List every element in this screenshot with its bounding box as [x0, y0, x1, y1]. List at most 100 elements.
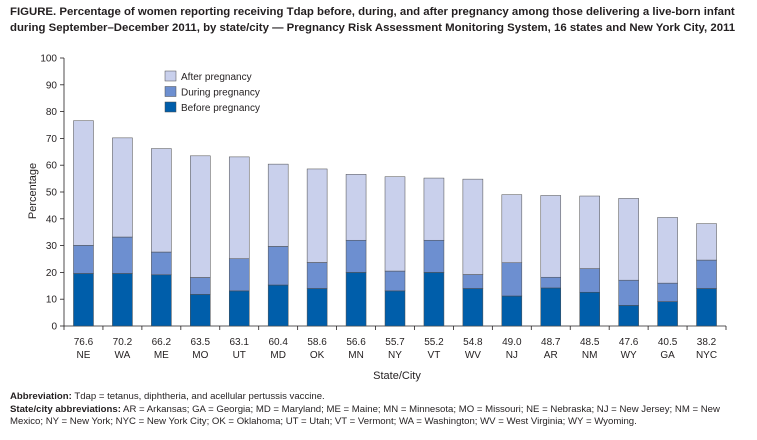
total-value-label: 47.6 — [619, 337, 639, 348]
bar-segment-after-pregnancy-md — [267, 163, 289, 247]
bar-segment-after-pregnancy-nj — [501, 194, 523, 264]
bar-segment-during-pregnancy-ut — [228, 258, 250, 292]
bar-segment-during-pregnancy-ny — [384, 270, 406, 292]
total-value-label: 49.0 — [502, 337, 522, 348]
bar-segment-after-pregnancy-ne — [73, 120, 94, 246]
bar-segment-before-pregnancy-ny — [384, 290, 406, 327]
bar-segment-after-pregnancy-mo — [190, 155, 211, 278]
bar-segment-after-pregnancy-nyc — [696, 223, 717, 261]
bar-segment-before-pregnancy-md — [267, 284, 289, 327]
bar-segment-after-pregnancy-ok — [306, 168, 328, 263]
footnote: Abbreviation: Tdap = tetanus, diphtheria… — [10, 391, 752, 429]
bar-segment-during-pregnancy-me — [151, 251, 172, 276]
x-tick-label: MD — [270, 350, 286, 361]
bar-segment-after-pregnancy-vt — [423, 177, 445, 241]
y-tick-label: 90 — [46, 80, 58, 91]
bar-segment-before-pregnancy-ne — [73, 273, 94, 327]
bar-segment-before-pregnancy-me — [151, 274, 172, 327]
x-tick-label: AR — [544, 350, 558, 361]
bar-segment-before-pregnancy-mn — [345, 272, 367, 327]
x-tick-label: VT — [428, 350, 441, 361]
bar-segment-after-pregnancy-ut — [228, 156, 250, 259]
bar-segment-during-pregnancy-mn — [345, 239, 367, 273]
bar-segment-before-pregnancy-nyc — [696, 288, 717, 327]
state-abbreviation-label: State/city abbreviations: — [10, 403, 121, 415]
x-tick-label: WY — [621, 350, 637, 361]
y-tick-label: 10 — [46, 295, 58, 306]
bar-segment-during-pregnancy-ne — [73, 245, 94, 274]
chart-legend: After pregnancy During pregnancy Before pr… — [164, 70, 260, 114]
total-value-label: 38.2 — [697, 337, 717, 348]
bar-segment-during-pregnancy-ok — [306, 262, 328, 289]
bar-segment-during-pregnancy-nj — [501, 262, 523, 297]
y-tick-label: 20 — [46, 268, 58, 279]
bar-segment-after-pregnancy-ar — [540, 195, 562, 278]
figure-title-text: Percentage of women reporting receiving … — [10, 6, 736, 34]
x-tick-label: GA — [660, 350, 675, 361]
y-tick-label: 100 — [40, 54, 57, 65]
legend-label: After pregnancy — [181, 72, 252, 83]
total-value-label: 54.8 — [463, 337, 483, 348]
abbreviation-text: Tdap = tetanus, diphtheria, and acellula… — [74, 391, 325, 402]
legend-label: Before pregnancy — [181, 103, 260, 114]
bar-segment-during-pregnancy-nyc — [696, 259, 717, 289]
total-value-label: 63.1 — [230, 337, 250, 348]
stacked-bar-chart: 0 10 20 30 40 50 60 70 80 90 100 76.6 NE 70.2 WA 66.2 M… — [27, 54, 727, 382]
bar-segment-before-pregnancy-nm — [579, 291, 600, 327]
total-value-label: 76.6 — [74, 337, 94, 348]
x-axis-label: State/City — [373, 370, 421, 382]
total-value-label: 70.2 — [113, 337, 133, 348]
x-tick-label: MO — [192, 350, 208, 361]
total-value-label: 55.2 — [424, 337, 444, 348]
bar-segment-during-pregnancy-wa — [112, 236, 133, 274]
legend-swatch — [164, 86, 177, 97]
bar-segment-after-pregnancy-ny — [384, 176, 406, 272]
y-tick-label: 50 — [46, 188, 58, 199]
state-abbreviation-text: AR = Arkansas; GA = Georgia; MD = Maryla… — [10, 403, 720, 428]
y-tick-label: 70 — [46, 134, 58, 145]
bar-segment-before-pregnancy-ga — [657, 301, 678, 327]
x-tick-label: WA — [115, 350, 131, 361]
total-value-label: 48.5 — [580, 337, 600, 348]
x-tick-label: ME — [154, 350, 169, 361]
x-tick-label: UT — [233, 350, 246, 361]
bar-segment-during-pregnancy-ga — [657, 282, 678, 302]
bar-segment-before-pregnancy-ut — [228, 290, 250, 327]
bar-segment-before-pregnancy-mo — [190, 294, 211, 327]
bar-segment-after-pregnancy-nm — [579, 195, 600, 269]
bar-segment-during-pregnancy-wy — [618, 279, 639, 306]
chart-axes: 0 10 20 30 40 50 60 70 80 90 100 — [40, 54, 727, 333]
bar-segment-before-pregnancy-vt — [423, 272, 445, 327]
state-abbreviation-note: State/city abbreviations: AR = Arkansas;… — [10, 404, 752, 429]
bar-segment-before-pregnancy-wa — [112, 273, 133, 327]
legend-swatch — [164, 101, 177, 113]
bar-segment-after-pregnancy-ga — [657, 217, 678, 284]
figure-label: FIGURE. — [10, 6, 57, 18]
total-value-label: 56.6 — [346, 337, 366, 348]
bar-segment-during-pregnancy-md — [267, 246, 289, 286]
figure-title: FIGURE. Percentage of women reporting re… — [10, 5, 750, 36]
y-tick-label: 80 — [46, 107, 58, 118]
bar-segment-after-pregnancy-wa — [112, 137, 133, 238]
total-value-label: 40.5 — [658, 337, 678, 348]
total-value-label: 48.7 — [541, 337, 561, 348]
y-tick-label: 30 — [46, 241, 58, 252]
bar-segment-before-pregnancy-ar — [540, 287, 562, 327]
bar-segment-during-pregnancy-mo — [190, 277, 211, 295]
bar-segment-during-pregnancy-vt — [423, 239, 445, 273]
total-value-label: 58.6 — [307, 337, 327, 348]
x-tick-label: NJ — [506, 350, 518, 361]
total-value-label: 55.7 — [385, 337, 405, 348]
legend-swatch — [164, 70, 177, 82]
y-tick-label: 0 — [51, 322, 57, 333]
abbreviation-label: Abbreviation: — [10, 391, 72, 402]
x-tick-label: WV — [465, 350, 481, 361]
bar-segment-before-pregnancy-wv — [462, 288, 484, 327]
x-tick-label: MN — [348, 350, 364, 361]
bar-segment-before-pregnancy-ok — [306, 288, 328, 327]
chart-bars: 76.6 NE 70.2 WA 66.2 ME 63.5 MO 63.1 UT 60.4 MD 58.6… — [73, 120, 717, 361]
total-value-label: 66.2 — [152, 337, 172, 348]
x-tick-label: NYC — [696, 350, 717, 361]
abbreviation-note: Abbreviation: Tdap = tetanus, diphtheria… — [10, 391, 752, 404]
y-axis-label: Percentage — [27, 163, 39, 219]
